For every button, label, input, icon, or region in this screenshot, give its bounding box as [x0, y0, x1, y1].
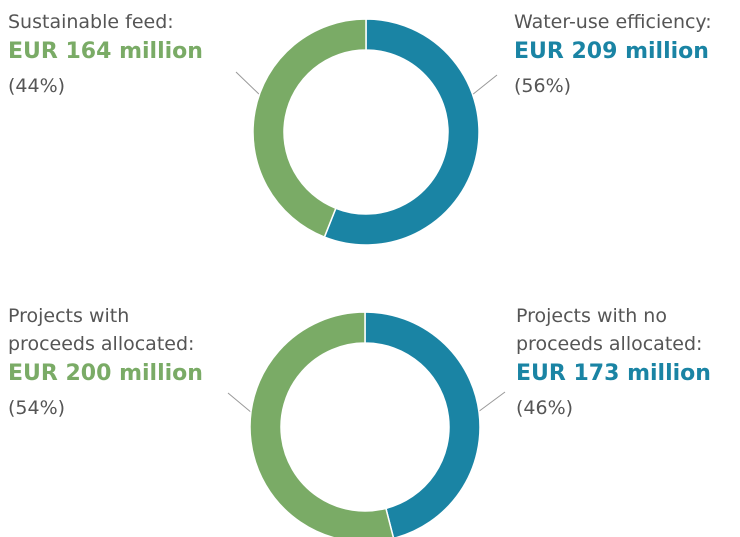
amount-label: EUR 164 million [8, 39, 203, 64]
label-block: Sustainable feed: EUR 164 million (44%) [8, 8, 203, 100]
donut-segment [249, 311, 395, 537]
amount-label: EUR 173 million [516, 361, 711, 386]
category-label: Projects with no proceeds allocated: [516, 305, 703, 355]
label-block: Projects with no proceeds allocated: EUR … [516, 302, 711, 422]
leader-line [477, 391, 506, 413]
percent-label: (46%) [516, 397, 574, 419]
leader-line [235, 71, 263, 98]
amount-label: EUR 209 million [514, 39, 709, 64]
category-label: Sustainable feed: [8, 11, 174, 33]
percent-label: (56%) [514, 75, 572, 97]
donut-segment [323, 18, 480, 246]
label-block: Water-use efficiency: EUR 209 million (56%… [514, 8, 712, 100]
leader-line [471, 74, 498, 96]
amount-label: EUR 200 million [8, 361, 203, 386]
donut-segment [364, 311, 481, 537]
donut-segment [252, 18, 367, 239]
category-label: Projects with proceeds allocated: [8, 305, 195, 355]
category-label: Water-use efficiency: [514, 11, 712, 33]
percent-label: (54%) [8, 397, 66, 419]
percent-label: (44%) [8, 75, 66, 97]
label-block: Projects with proceeds allocated: EUR 200… [8, 302, 203, 422]
leader-lines [227, 71, 506, 419]
